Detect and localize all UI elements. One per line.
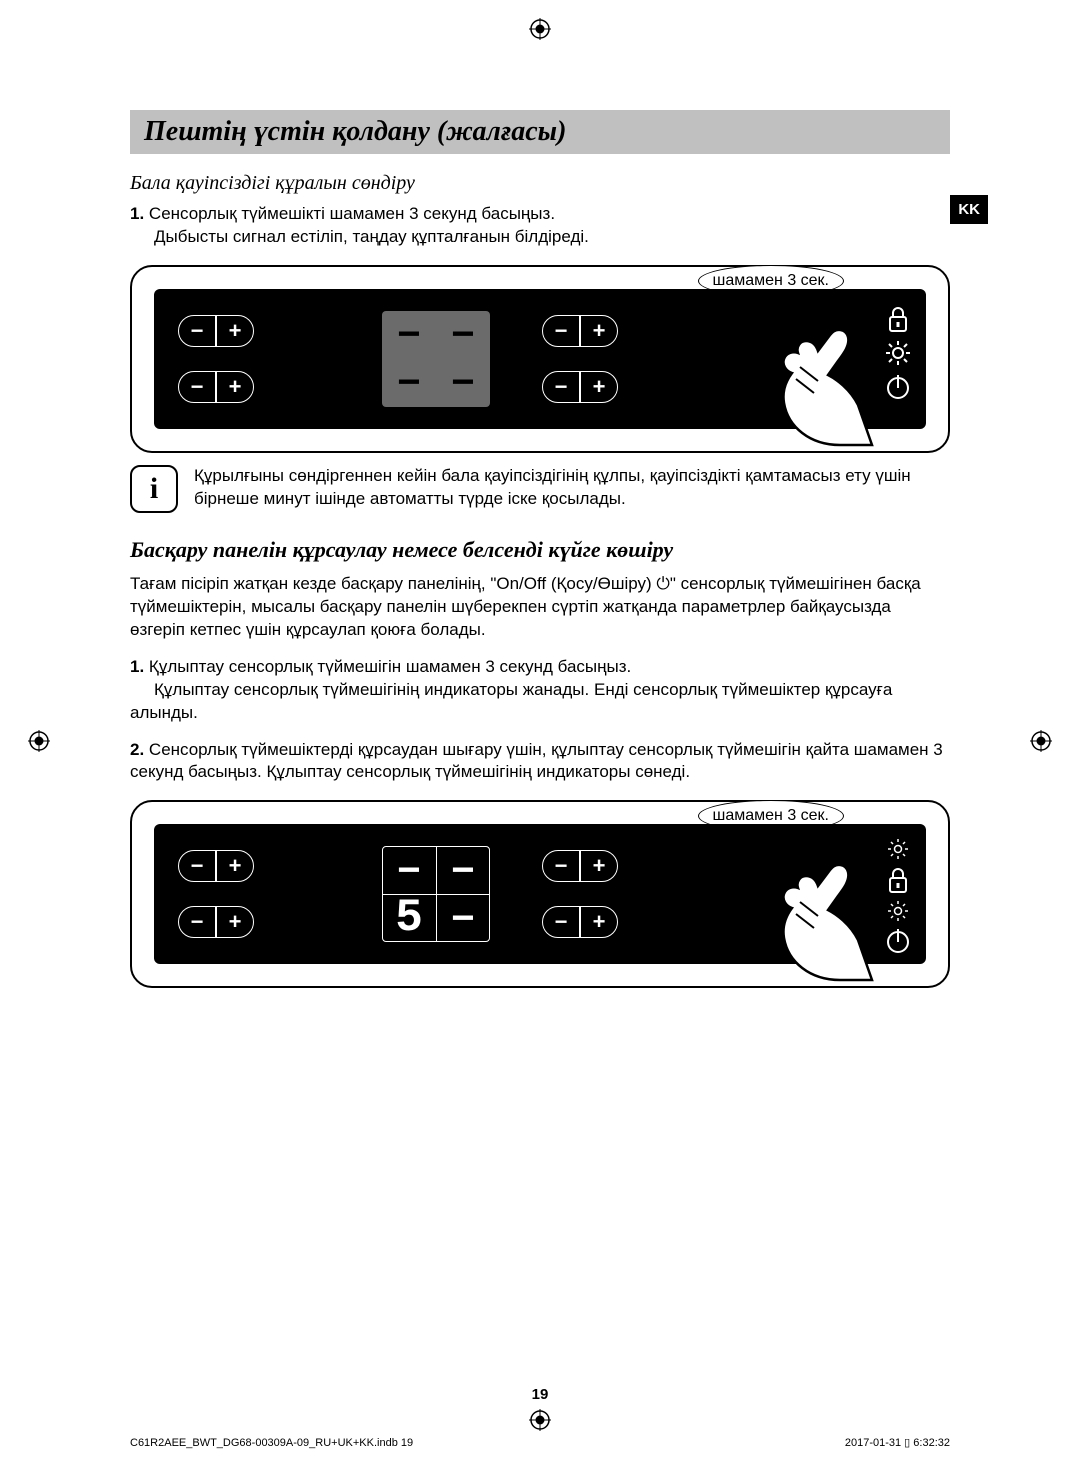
control-panel: − + − + − − 5 − − + − +	[154, 824, 926, 964]
plus-button[interactable]: +	[580, 315, 618, 347]
lock-icon[interactable]	[884, 303, 912, 335]
step-number: 1.	[130, 657, 144, 676]
footer-timestamp: 2017-01-31 ▯ 6:32:32	[845, 1436, 950, 1449]
segment-slot: −	[382, 311, 436, 359]
minus-button[interactable]: −	[542, 906, 580, 938]
section-2-steps: 1. Құлыптау сенсорлық түймешігін шамамен…	[130, 656, 950, 785]
control-panel-figure-1: шамамен 3 сек. − + − + − − − − − + − +	[130, 265, 950, 453]
brightness-small-icon	[887, 838, 909, 860]
page-title-bar: Пештің үстін қолдану (жалғасы)	[130, 110, 950, 154]
minus-button[interactable]: −	[542, 850, 580, 882]
brightness-small-icon	[887, 900, 909, 922]
section-1-steps: 1. Сенсорлық түймешікті шамамен 3 секунд…	[130, 203, 950, 249]
footer-filename: C61R2AEE_BWT_DG68-00309A-09_RU+UK+KK.ind…	[130, 1437, 413, 1449]
step-number: 1.	[130, 204, 144, 223]
page-title: Пештің үстін қолдану (жалғасы)	[144, 116, 566, 147]
plus-button[interactable]: +	[216, 850, 254, 882]
hand-pointing-icon	[740, 852, 880, 982]
plus-button[interactable]: +	[580, 906, 618, 938]
segment-slot: −	[436, 311, 490, 359]
section-2-body: Тағам пісіріп жатқан кезде басқару панел…	[130, 573, 950, 642]
regmark-top	[529, 18, 551, 40]
minus-button[interactable]: −	[178, 315, 216, 347]
power-icon[interactable]	[884, 926, 912, 956]
minus-button[interactable]: −	[178, 850, 216, 882]
segment-slot: −	[436, 359, 490, 407]
callout-text: шамамен 3 сек.	[713, 272, 830, 289]
minus-button[interactable]: −	[178, 906, 216, 938]
callout-text: шамамен 3 сек.	[713, 807, 830, 824]
info-text: Құрылғыны сөндіргеннен кейін бала қауіпс…	[194, 465, 950, 511]
center-display: − − − −	[382, 311, 490, 407]
hand-pointing-icon	[740, 317, 880, 447]
regmark-left	[28, 730, 50, 752]
segment-slot: −	[382, 359, 436, 407]
step-text: Сенсорлық түймешіктерді құрсаудан шығару…	[130, 740, 943, 782]
plus-button[interactable]: +	[580, 850, 618, 882]
minus-button[interactable]: −	[178, 371, 216, 403]
info-icon: i	[130, 465, 178, 513]
step-text: Құлыптау сенсорлық түймешігін шамамен 3 …	[149, 657, 631, 676]
step-text-cont: Дыбысты сигнал естіліп, таңдау құпталған…	[130, 227, 589, 246]
section-2-heading: Басқару панелін құрсаулау немесе белсенд…	[130, 537, 950, 563]
display-divider	[436, 846, 437, 942]
plus-button[interactable]: +	[216, 371, 254, 403]
minus-button[interactable]: −	[542, 315, 580, 347]
step-number: 2.	[130, 740, 144, 759]
control-panel-figure-2: шамамен 3 сек. − + − + − − 5 − − + − +	[130, 800, 950, 988]
page-number: 19	[532, 1386, 549, 1403]
info-callout: i Құрылғыны сөндіргеннен кейін бала қауі…	[130, 465, 950, 513]
regmark-bottom	[529, 1409, 551, 1431]
section-1-heading: Бала қауіпсіздігі құралын сөндіру	[130, 172, 950, 195]
step-text: Сенсорлық түймешікті шамамен 3 секунд ба…	[149, 204, 555, 223]
side-icon-stack	[884, 303, 912, 403]
brightness-icon[interactable]	[884, 339, 912, 367]
plus-button[interactable]: +	[216, 315, 254, 347]
minus-button[interactable]: −	[542, 371, 580, 403]
language-tab: KK	[950, 195, 988, 224]
power-icon[interactable]	[884, 371, 912, 403]
plus-button[interactable]: +	[216, 906, 254, 938]
lock-icon[interactable]	[884, 864, 912, 896]
plus-button[interactable]: +	[580, 371, 618, 403]
side-icon-stack	[884, 838, 912, 956]
regmark-right	[1030, 730, 1052, 752]
step-text-cont: Құлыптау сенсорлық түймешігінің индикато…	[130, 680, 892, 722]
control-panel: − + − + − − − − − + − +	[154, 289, 926, 429]
